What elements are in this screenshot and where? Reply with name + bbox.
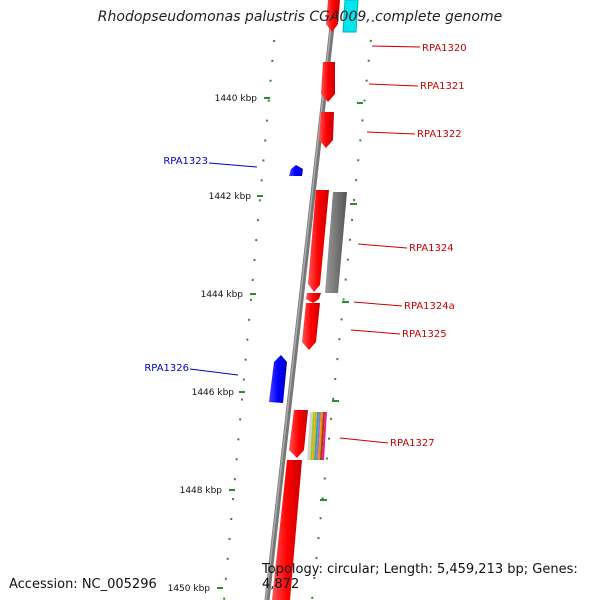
scale-label-1444: 1444 kbp — [201, 290, 244, 300]
multicolor-feature — [307, 412, 327, 460]
gene-rpa1321-arrow[interactable] — [321, 62, 335, 102]
gene-label-rpa1324[interactable]: RPA1324 — [409, 243, 454, 254]
gene-rpa1320-arrow[interactable] — [326, 0, 340, 32]
gene-rpa1324a-arrow[interactable] — [306, 293, 321, 303]
leader-rpa1324a — [353, 301, 403, 307]
leader-rpa1325 — [350, 329, 401, 335]
leader-rpa1322 — [366, 131, 416, 135]
leader-rpa1326 — [189, 368, 239, 376]
scale-label-1448: 1448 kbp — [180, 486, 223, 496]
leader-rpa1321 — [368, 83, 419, 87]
cyan-feature — [342, 0, 359, 33]
gene-label-rpa1327[interactable]: RPA1327 — [390, 438, 435, 449]
grey-feature — [325, 192, 347, 293]
gene-label-rpa1322[interactable]: RPA1322 — [417, 129, 462, 140]
leader-rpa1327 — [339, 437, 389, 444]
scale-label-1446: 1446 kbp — [192, 388, 235, 398]
gene-rpa1322-arrow[interactable] — [319, 112, 334, 148]
gene-label-rpa1321[interactable]: RPA1321 — [420, 81, 465, 92]
gene-label-rpa1323[interactable]: RPA1323 — [163, 156, 208, 167]
inner-dotted-track — [223, 19, 277, 600]
scale-label-1440: 1440 kbp — [215, 94, 258, 104]
gene-rpa1325-arrow[interactable] — [302, 303, 320, 350]
gene-label-rpa1320[interactable]: RPA1320 — [422, 43, 467, 54]
map-title: Rhodopseudomonas palustris CGA009, compl… — [97, 9, 503, 25]
gene-rpa1326-arrow[interactable] — [269, 355, 287, 403]
gene-rpa1324-arrow[interactable] — [308, 190, 329, 292]
scale-label-1442: 1442 kbp — [209, 192, 252, 202]
accession-text: Accession: NC_005296 — [9, 577, 157, 592]
gene-rpa1323-arrow[interactable] — [289, 165, 303, 176]
leader-rpa1320 — [371, 45, 421, 48]
scale-ticks — [217, 97, 363, 589]
leader-rpa1323 — [208, 162, 258, 168]
scale-label-1450: 1450 kbp — [168, 584, 211, 594]
gene-rpa1327-arrow[interactable] — [289, 410, 308, 458]
gene-label-rpa1325[interactable]: RPA1325 — [402, 329, 447, 340]
gene-label-rpa1326[interactable]: RPA1326 — [144, 363, 189, 374]
genome-backbone — [264, 0, 338, 600]
topology-text: Topology: circular; Length: 5,459,213 bp… — [262, 562, 578, 592]
gene-downstream-arrow[interactable] — [272, 460, 302, 600]
gene-label-rpa1324a[interactable]: RPA1324a — [404, 301, 455, 312]
leader-rpa1324 — [357, 243, 408, 249]
genome-backbone-highlight — [265, 0, 335, 600]
